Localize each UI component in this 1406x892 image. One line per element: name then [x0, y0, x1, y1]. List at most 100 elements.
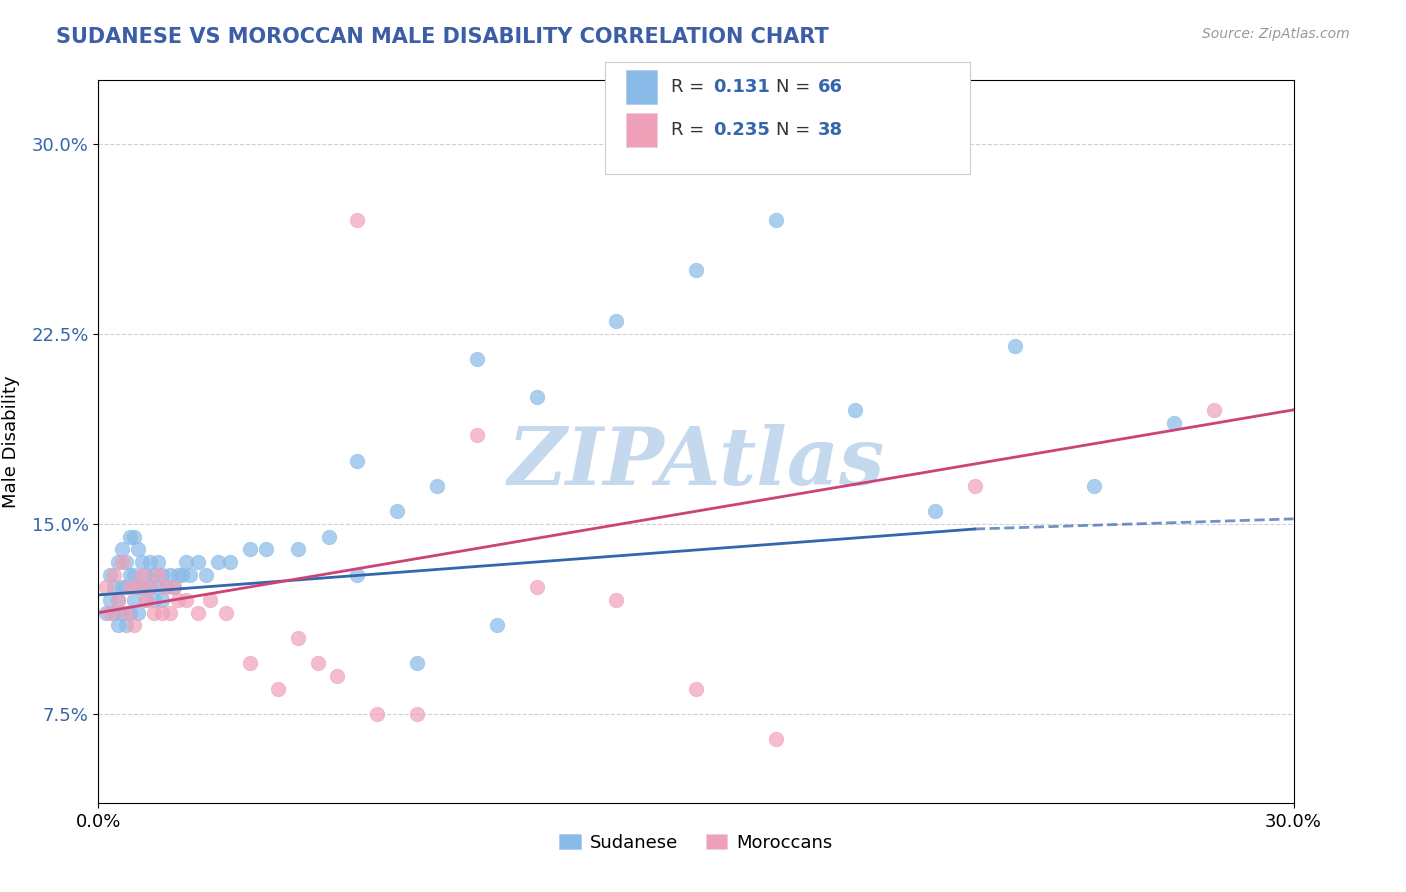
Sudanese [103, 606, 125, 620]
Sudanese [148, 580, 170, 594]
Moroccans [215, 606, 238, 620]
Moroccans [307, 657, 329, 671]
Moroccans [139, 580, 162, 594]
Moroccans [148, 567, 170, 582]
Sudanese [159, 567, 181, 582]
Moroccans [187, 606, 209, 620]
Moroccans [143, 606, 166, 620]
Text: ZIPAtlas: ZIPAtlas [508, 425, 884, 502]
Text: R =: R = [671, 121, 710, 139]
Sudanese [150, 593, 173, 607]
Moroccans [159, 606, 181, 620]
Moroccans [198, 593, 221, 607]
Moroccans [98, 606, 122, 620]
Text: 38: 38 [818, 121, 844, 139]
Moroccans [963, 479, 986, 493]
Text: R =: R = [671, 78, 710, 96]
Sudanese [187, 555, 209, 569]
Sudanese [287, 542, 309, 557]
Sudanese [111, 606, 134, 620]
Sudanese [195, 567, 218, 582]
Sudanese [111, 542, 134, 557]
Sudanese [135, 593, 157, 607]
Moroccans [765, 732, 787, 747]
Sudanese [124, 567, 146, 582]
Moroccans [127, 580, 149, 594]
Moroccans [120, 580, 142, 594]
Text: Source: ZipAtlas.com: Source: ZipAtlas.com [1202, 27, 1350, 41]
Moroccans [124, 618, 146, 632]
Moroccans [346, 212, 368, 227]
Sudanese [1163, 416, 1185, 430]
Sudanese [465, 352, 488, 367]
Sudanese [148, 555, 170, 569]
Sudanese [124, 530, 146, 544]
Sudanese [107, 618, 129, 632]
Moroccans [174, 593, 197, 607]
Sudanese [127, 606, 149, 620]
Sudanese [143, 593, 166, 607]
Moroccans [150, 606, 173, 620]
Sudanese [120, 530, 142, 544]
Moroccans [685, 681, 707, 696]
Moroccans [239, 657, 262, 671]
Sudanese [131, 555, 153, 569]
Sudanese [526, 390, 548, 404]
Sudanese [115, 555, 138, 569]
Moroccans [1202, 402, 1225, 417]
Sudanese [207, 555, 229, 569]
Sudanese [219, 555, 242, 569]
Sudanese [167, 567, 190, 582]
Sudanese [115, 618, 138, 632]
Sudanese [111, 580, 134, 594]
Sudanese [96, 606, 118, 620]
Text: N =: N = [776, 121, 815, 139]
Sudanese [318, 530, 340, 544]
Text: SUDANESE VS MOROCCAN MALE DISABILITY CORRELATION CHART: SUDANESE VS MOROCCAN MALE DISABILITY COR… [56, 27, 830, 46]
Sudanese [103, 580, 125, 594]
Text: 66: 66 [818, 78, 844, 96]
Sudanese [120, 606, 142, 620]
Sudanese [1004, 339, 1026, 353]
Sudanese [346, 453, 368, 467]
Moroccans [326, 669, 349, 683]
Sudanese [406, 657, 429, 671]
Legend: Sudanese, Moroccans: Sudanese, Moroccans [553, 826, 839, 859]
Sudanese [844, 402, 866, 417]
Sudanese [239, 542, 262, 557]
Moroccans [103, 567, 125, 582]
Moroccans [155, 580, 177, 594]
Moroccans [111, 555, 134, 569]
Sudanese [485, 618, 508, 632]
Sudanese [139, 580, 162, 594]
Moroccans [465, 428, 488, 442]
Sudanese [346, 567, 368, 582]
Moroccans [526, 580, 548, 594]
Moroccans [131, 567, 153, 582]
Sudanese [426, 479, 449, 493]
Sudanese [765, 212, 787, 227]
Sudanese [685, 263, 707, 277]
Sudanese [115, 580, 138, 594]
Moroccans [287, 631, 309, 645]
Text: 0.235: 0.235 [713, 121, 769, 139]
Sudanese [107, 593, 129, 607]
Y-axis label: Male Disability: Male Disability [3, 376, 20, 508]
Text: 0.131: 0.131 [713, 78, 769, 96]
Sudanese [163, 580, 186, 594]
Sudanese [174, 555, 197, 569]
Moroccans [163, 580, 186, 594]
Moroccans [605, 593, 627, 607]
Moroccans [167, 593, 190, 607]
Moroccans [96, 580, 118, 594]
Sudanese [924, 504, 946, 518]
Sudanese [155, 580, 177, 594]
Moroccans [115, 606, 138, 620]
Sudanese [139, 555, 162, 569]
Moroccans [135, 593, 157, 607]
Moroccans [406, 707, 429, 722]
Sudanese [127, 580, 149, 594]
Sudanese [98, 567, 122, 582]
Sudanese [135, 567, 157, 582]
Sudanese [172, 567, 194, 582]
